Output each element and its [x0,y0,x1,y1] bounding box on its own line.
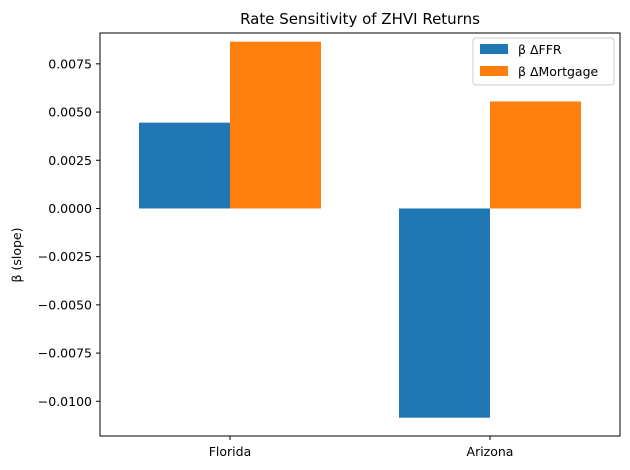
bar-mortgage-arizona [490,101,581,209]
y-tick-label: −0.0075 [38,346,92,361]
y-tick-label: 0.0025 [48,153,92,168]
y-axis-label: β (slope) [9,228,24,283]
chart-title: Rate Sensitivity of ZHVI Returns [240,10,480,28]
legend-swatch-mortgage [480,66,508,76]
y-tick-label: 0.0000 [48,201,92,216]
legend: β ΔFFR β ΔMortgage [472,37,615,86]
plot-frame [99,32,621,437]
plot-area: −0.0100 −0.0075 −0.0050 −0.0025 0.0000 0.0025… [38,41,581,459]
y-tick-label: 0.0050 [48,105,92,120]
y-tick-label: −0.0050 [38,297,92,312]
x-tick-label: Arizona [467,444,514,459]
bar-mortgage-florida [230,41,321,209]
bar-ffr-arizona [399,208,490,418]
y-tick-label: −0.0025 [38,249,92,264]
x-tick-label: Florida [209,444,252,459]
y-tick-label: −0.0100 [38,394,92,409]
bar-ffr-florida [139,122,230,209]
legend-label-mortgage: β ΔMortgage [518,64,599,79]
legend-label-ffr: β ΔFFR [518,42,562,57]
y-tick-label: 0.0075 [48,56,92,71]
legend-swatch-ffr [480,44,508,54]
legend-box [472,37,615,86]
